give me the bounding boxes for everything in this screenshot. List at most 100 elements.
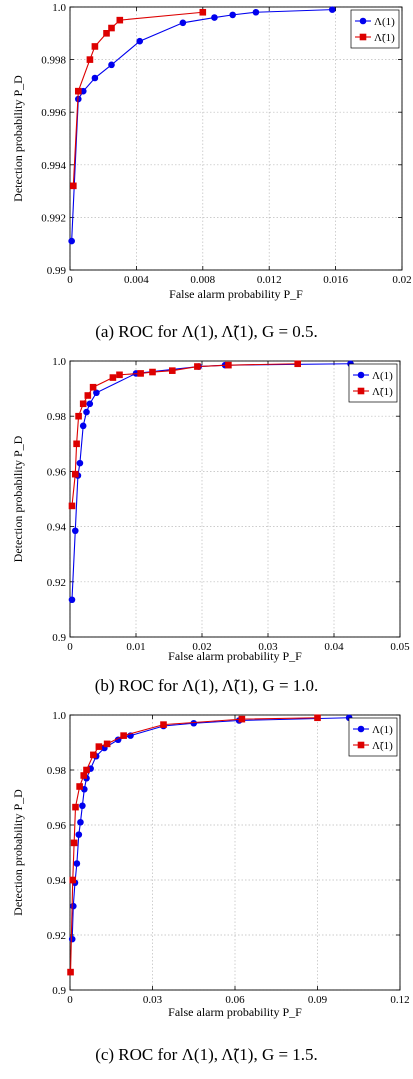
x-tick-label: 0.012 [257, 274, 282, 286]
chart-caption: (b) ROC for Λ(1), Λ̃(1), G = 1.0. [94, 676, 319, 695]
roc-panel-b: 0 0.01 0.02 0.03 0.04 0.05 0.9 0.92 0.94 0.96 0.98… [0, 356, 413, 710]
plot-frame [69, 6, 403, 271]
data-point [71, 527, 79, 535]
data-point [91, 74, 99, 82]
data-point [169, 367, 176, 374]
data-point [73, 860, 81, 867]
x-tick-label: 0 [67, 994, 73, 1006]
data-point [69, 876, 77, 884]
data-point [77, 818, 84, 826]
y-tick-label: 0.96 [47, 466, 67, 478]
series-0 [68, 360, 354, 604]
y-tick-label: 0.992 [41, 212, 66, 224]
y-axis-label: Detection probability P_D [11, 789, 25, 916]
data-point [68, 502, 76, 510]
legend-marker [359, 33, 367, 41]
legend-box [348, 717, 398, 757]
data-point [80, 772, 88, 779]
data-point [73, 440, 80, 448]
x-tick-label: 0.01 [126, 641, 145, 653]
x-tick-label: 0.09 [308, 994, 328, 1006]
x-axis-label: False alarm probability P_F [168, 1005, 302, 1019]
data-point [90, 751, 97, 759]
data-point [116, 371, 123, 379]
x-tick-label: 0.02 [392, 274, 411, 286]
data-point [70, 839, 78, 847]
legend-marker [357, 741, 365, 749]
x-axis-label: False alarm probability P_F [169, 287, 303, 301]
data-point [83, 408, 90, 416]
x-tick-label: 0.008 [190, 274, 215, 286]
series-line [71, 363, 351, 600]
y-tick-label: 0.98 [47, 765, 67, 777]
y-axis-label: Detection probability P_D [11, 435, 25, 562]
data-point [211, 14, 218, 21]
data-point [179, 19, 187, 27]
data-point [328, 6, 336, 13]
data-point [67, 968, 74, 976]
x-tick-label: 0.02 [192, 641, 211, 653]
data-point [91, 43, 99, 50]
data-point [68, 596, 76, 604]
data-point [103, 30, 110, 37]
data-point [225, 361, 232, 369]
data-point [314, 714, 321, 722]
y-tick-label: 0.96 [47, 820, 67, 832]
y-tick-label: 0.92 [47, 930, 66, 942]
y-axis-label: Detection probability P_D [11, 75, 25, 202]
legend-marker [357, 725, 365, 733]
y-tick-label: 0.99 [47, 265, 67, 277]
x-tick-label: 0.016 [323, 274, 348, 286]
data-point [137, 370, 144, 377]
legend-box [348, 363, 398, 403]
series-1 [70, 8, 207, 190]
y-tick-label: 0.998 [41, 55, 66, 67]
x-tick-label: 0 [67, 274, 73, 286]
series-0 [68, 6, 336, 245]
y-tick-label: 0.9 [52, 985, 66, 997]
x-tick-label: 0.04 [324, 641, 344, 653]
x-axis-label: False alarm probability P_F [168, 649, 302, 663]
roc-chart-c: 0 0.03 0.06 0.09 0.12 0.9 0.92 0.94 0.96 0.98 1.0 F… [11, 710, 410, 1019]
legend-label: Λ̃(1) [374, 32, 395, 44]
y-tick-label: 1.0 [52, 2, 66, 14]
legend-label: Λ(1) [372, 370, 393, 382]
y-tick-label: 1.0 [52, 356, 66, 368]
data-point [160, 721, 167, 728]
data-point [89, 383, 97, 391]
plot-frame [69, 360, 401, 638]
roc-panel-a: 0 0.004 0.008 0.012 0.016 0.02 0.99 0.992 0.994 0… [0, 0, 413, 356]
legend: Λ(1) Λ̃(1) [350, 9, 400, 49]
data-point [190, 719, 198, 727]
roc-chart-a: 0 0.004 0.008 0.012 0.016 0.02 0.99 0.992 0.994 0… [11, 2, 412, 301]
data-point [75, 831, 83, 838]
data-point [199, 8, 207, 16]
chart-caption: (c) ROC for Λ(1), Λ̃(1), G = 1.5. [95, 1045, 318, 1064]
data-point [70, 182, 77, 190]
data-point [68, 935, 76, 943]
y-tick-label: 0.98 [47, 411, 67, 423]
data-point [93, 389, 100, 397]
data-point [76, 459, 84, 467]
data-point [109, 374, 117, 381]
legend-marker [357, 387, 365, 395]
data-point [294, 360, 301, 368]
data-point [116, 16, 124, 24]
data-point [136, 37, 144, 45]
data-point [120, 732, 127, 739]
data-point [79, 400, 87, 408]
legend-label: Λ(1) [372, 724, 393, 736]
data-point [83, 766, 90, 774]
x-tick-label: 0.03 [143, 994, 163, 1006]
data-point [86, 56, 94, 63]
data-point [229, 11, 236, 19]
data-point [79, 802, 86, 810]
data-point [79, 87, 87, 95]
x-tick-label: 0.06 [225, 994, 245, 1006]
data-point [95, 743, 103, 750]
data-point [84, 392, 92, 399]
data-point [75, 87, 82, 95]
data-point [75, 412, 82, 420]
data-point [108, 61, 115, 69]
series-line [72, 11, 203, 186]
